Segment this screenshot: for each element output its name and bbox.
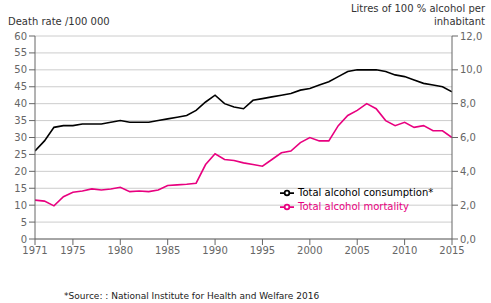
- html-text:Litres of 100 % alcohol per in: Litres of 100 % alcohol per inhabitant: [351, 3, 485, 27]
- html-text:Total alcohol mortality: Total alcohol mortality: [298, 201, 409, 212]
- svg-text:1975: 1975: [60, 245, 85, 256]
- svg-text:45: 45: [14, 81, 27, 92]
- svg-text:8,0: 8,0: [460, 98, 476, 109]
- svg-text:0: 0: [21, 234, 27, 245]
- svg-text:2015: 2015: [439, 245, 464, 256]
- svg-text:60: 60: [14, 31, 27, 42]
- svg-text:35: 35: [14, 115, 27, 126]
- svg-text:6,0: 6,0: [460, 132, 476, 143]
- svg-text:20: 20: [14, 166, 27, 177]
- svg-text:12,0: 12,0: [460, 31, 482, 42]
- html-text:*Source: : National Institute: *Source: : National Institute for Health…: [64, 291, 320, 301]
- svg-text:2000: 2000: [297, 245, 322, 256]
- svg-text:4,0: 4,0: [460, 166, 476, 177]
- svg-text:1985: 1985: [155, 245, 180, 256]
- svg-text:25: 25: [14, 149, 27, 160]
- svg-text:1990: 1990: [202, 245, 227, 256]
- svg-text:40: 40: [14, 98, 27, 109]
- html-text:Total alcohol consumption*: Total alcohol consumption*: [298, 187, 434, 198]
- svg-text:5: 5: [21, 217, 27, 228]
- svg-text:10: 10: [14, 200, 27, 211]
- svg-text:30: 30: [14, 132, 27, 143]
- svg-text:1971: 1971: [22, 245, 47, 256]
- svg-text:10,0: 10,0: [460, 64, 482, 75]
- svg-text:50: 50: [14, 64, 27, 75]
- svg-text:1995: 1995: [250, 245, 275, 256]
- svg-text:2010: 2010: [392, 245, 417, 256]
- svg-text:15: 15: [14, 183, 27, 194]
- svg-text:1980: 1980: [108, 245, 133, 256]
- svg-text:55: 55: [14, 47, 27, 58]
- html-text:Death rate /100 000: Death rate /100 000: [8, 16, 110, 27]
- svg-text:2005: 2005: [345, 245, 370, 256]
- svg-text:0,0: 0,0: [460, 234, 476, 245]
- svg-text:2,0: 2,0: [460, 200, 476, 211]
